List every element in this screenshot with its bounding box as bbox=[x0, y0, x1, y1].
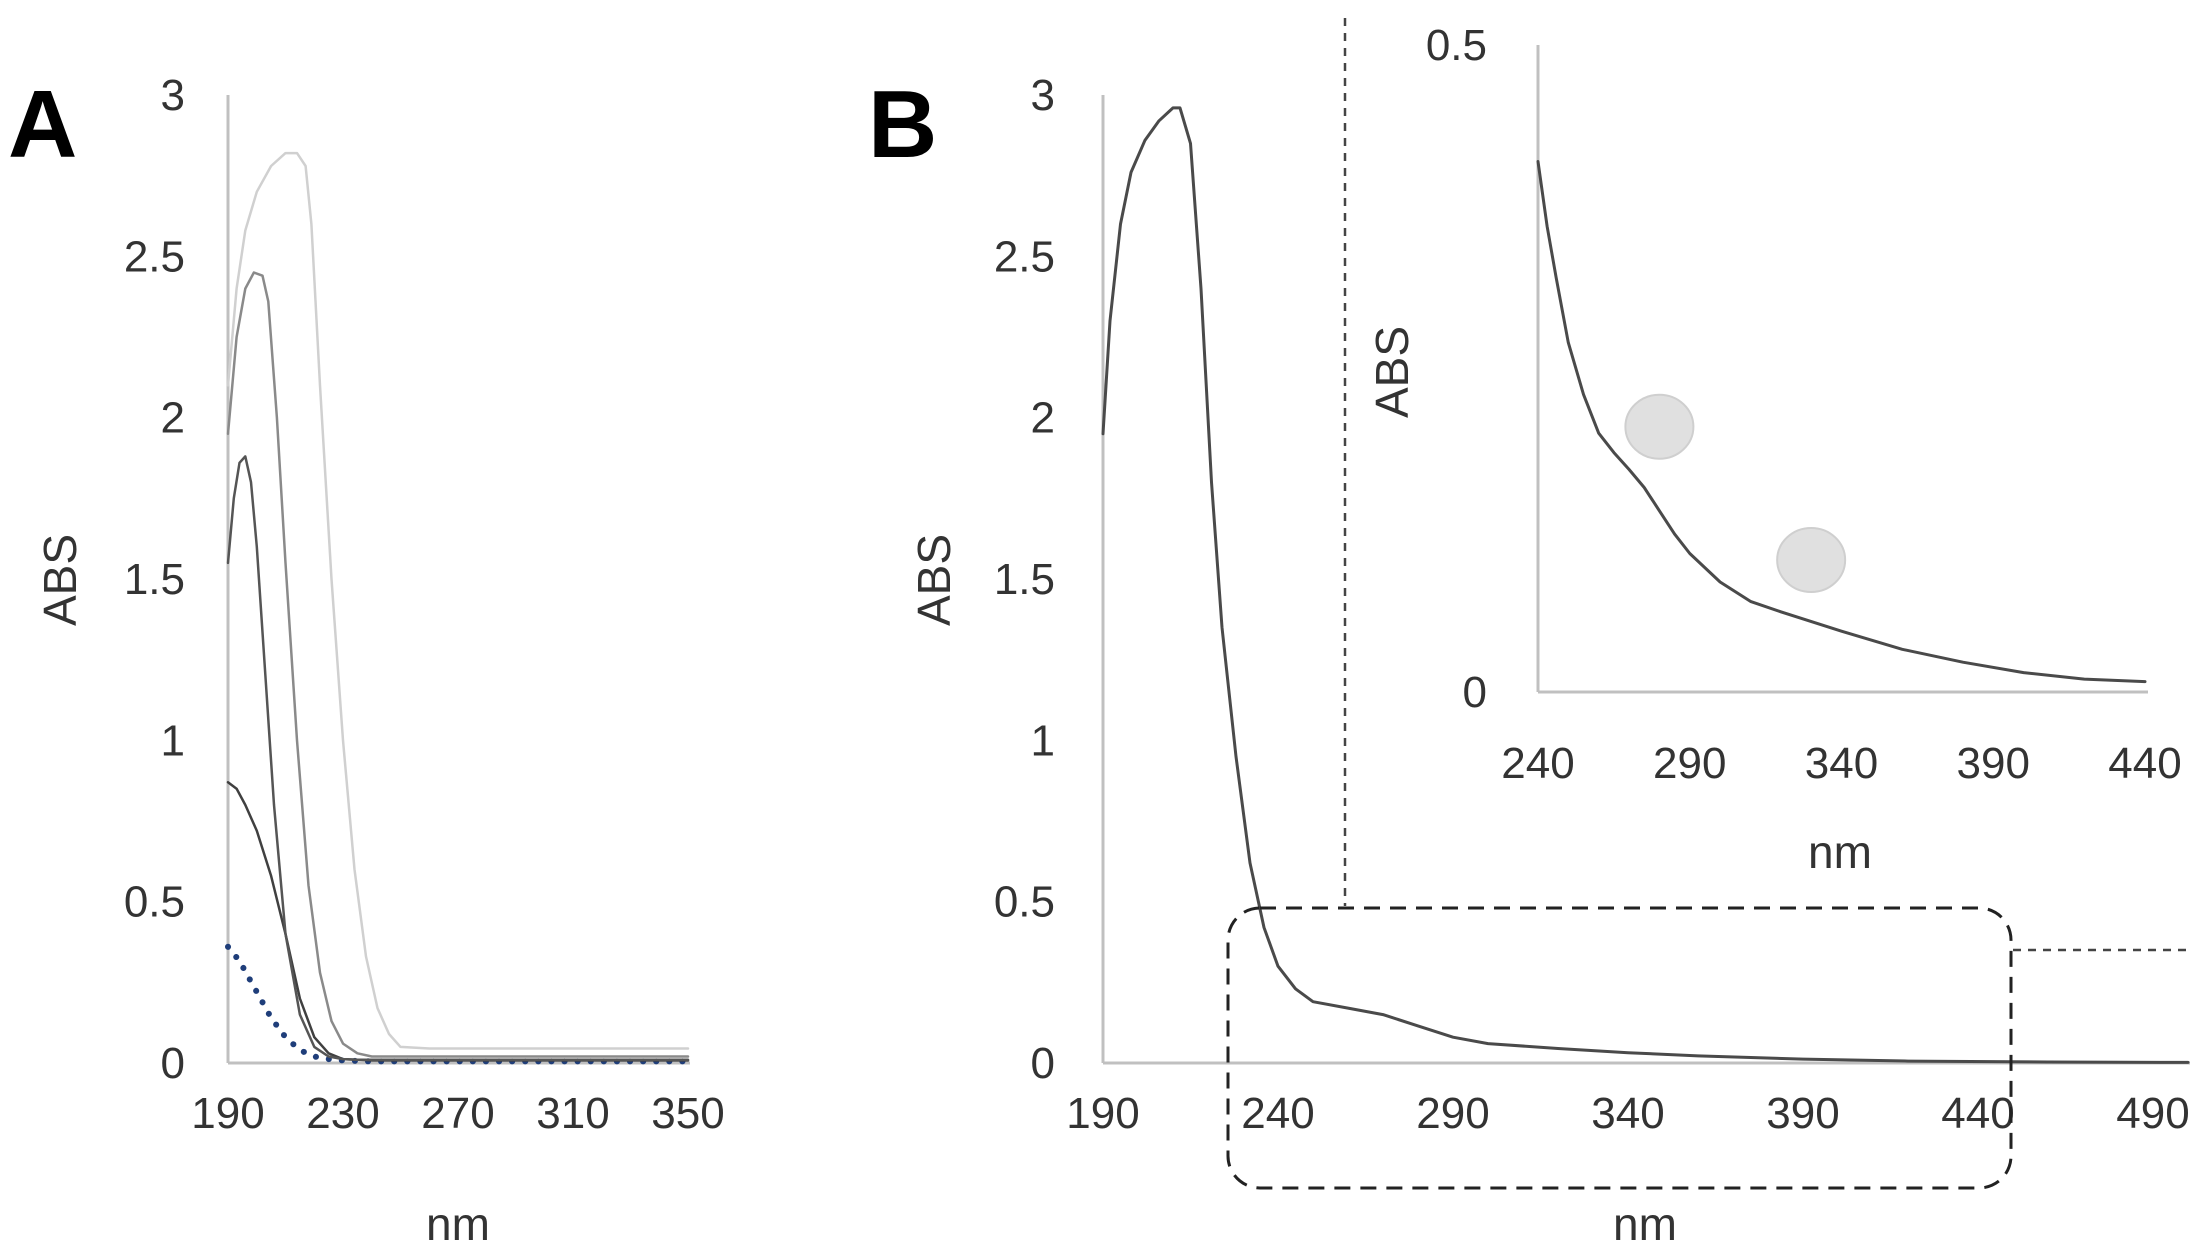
panel-b-y-tick-label: 2 bbox=[1031, 394, 1055, 443]
panel-b-y-tick-label: 0.5 bbox=[994, 878, 1055, 927]
inset-x-tick-label: 290 bbox=[1653, 739, 1726, 788]
panel-b-y-tick-label: 1 bbox=[1031, 716, 1055, 765]
panel-a-y-tick-label: 2.5 bbox=[124, 232, 185, 281]
panel-b-x-tick-label: 190 bbox=[1066, 1089, 1139, 1138]
panel-a-y-tick-label: 0.5 bbox=[124, 878, 185, 927]
panel-label-b: B bbox=[868, 71, 937, 178]
panel-b-y-tick-label: 0 bbox=[1031, 1039, 1055, 1088]
panel-a: A 0 0.5 1 1.5 2 2.5 3 190 230 270 310 350 ABS nm bbox=[8, 71, 725, 1250]
inset-shoulder-1-marker bbox=[1624, 393, 1695, 460]
panel-a-series-s1 bbox=[226, 781, 690, 1062]
panel-b-x-tick-label: 390 bbox=[1766, 1089, 1839, 1138]
inset-y-tick-label: 0.5 bbox=[1426, 21, 1487, 70]
inset-series bbox=[1536, 160, 2147, 684]
panel-b-series-spectrum bbox=[1101, 106, 2190, 1064]
inset-series-spectrum-zoom bbox=[1536, 160, 2147, 684]
panel-a-x-tick-label: 190 bbox=[191, 1089, 264, 1138]
panel-b-x-tick-label: 290 bbox=[1416, 1089, 1489, 1138]
inset-shoulder-2-marker bbox=[1776, 527, 1847, 594]
inset-x-tick-label: 390 bbox=[1957, 739, 2030, 788]
panel-a-y-tick-label: 0 bbox=[161, 1039, 185, 1088]
panel-b-y-axis-title: ABS bbox=[908, 534, 960, 626]
panel-a-y-tick-label: 1.5 bbox=[124, 555, 185, 604]
panel-b-y-ticks: 0 0.5 1 1.5 2 2.5 3 bbox=[994, 71, 1055, 1088]
panel-b-x-tick-label: 490 bbox=[2116, 1089, 2189, 1138]
panel-b-y-tick-label: 2.5 bbox=[994, 232, 1055, 281]
panel-a-series-s3 bbox=[226, 271, 690, 1058]
panel-a-x-tick-label: 270 bbox=[421, 1089, 494, 1138]
panel-b-x-ticks: 190 240 290 340 390 440 490 bbox=[1066, 1089, 2189, 1138]
panel-b-inset: 00.5 240 290 340 390 440 ABS nm bbox=[1366, 21, 2182, 878]
inset-x-ticks: 240 290 340 390 440 bbox=[1501, 739, 2181, 788]
inset-y-axis-title: ABS bbox=[1366, 326, 1418, 418]
panel-a-series-s4 bbox=[226, 151, 690, 1050]
panel-b-x-axis-title: nm bbox=[1613, 1198, 1677, 1250]
panel-b-series bbox=[1101, 106, 2190, 1064]
panel-b: B 00.511.522.53 190 240 290 340 390 440 490 AB… bbox=[868, 18, 2190, 1250]
inset-markers bbox=[1624, 393, 1847, 594]
inset-x-axis-title: nm bbox=[1808, 826, 1872, 878]
panel-b-y-tick-label: 3 bbox=[1031, 71, 1055, 120]
panel-a-x-tick-label: 310 bbox=[536, 1089, 609, 1138]
panel-label-a: A bbox=[8, 71, 77, 178]
panel-a-series-s2 bbox=[226, 455, 690, 1062]
panel-a-x-ticks: 190 230 270 310 350 bbox=[191, 1089, 724, 1138]
panel-b-x-tick-label: 340 bbox=[1591, 1089, 1664, 1138]
panel-b-y-tick-label: 1.5 bbox=[994, 555, 1055, 604]
panel-b-x-tick-label: 240 bbox=[1241, 1089, 1314, 1138]
inset-x-tick-label: 240 bbox=[1501, 739, 1574, 788]
inset-y-tick-label: 0 bbox=[1463, 668, 1487, 717]
zoom-region-box bbox=[1226, 906, 2013, 1190]
panel-a-y-ticks: 0 0.5 1 1.5 2 2.5 3 bbox=[124, 71, 185, 1088]
panel-a-x-tick-label: 350 bbox=[651, 1089, 724, 1138]
panel-a-y-tick-label: 3 bbox=[161, 71, 185, 120]
panel-a-y-tick-label: 2 bbox=[161, 394, 185, 443]
inset-x-tick-label: 440 bbox=[2108, 739, 2181, 788]
panel-a-y-axis-title: ABS bbox=[34, 534, 86, 626]
panel-a-x-tick-label: 230 bbox=[306, 1089, 379, 1138]
panel-a-y-tick-label: 1 bbox=[161, 716, 185, 765]
panel-b-x-tick-label: 440 bbox=[1941, 1089, 2014, 1138]
inset-y-ticks: 00.5 bbox=[1426, 21, 1487, 717]
panel-a-x-axis-title: nm bbox=[426, 1198, 490, 1250]
panel-a-series bbox=[225, 151, 691, 1065]
inset-x-tick-label: 340 bbox=[1805, 739, 1878, 788]
